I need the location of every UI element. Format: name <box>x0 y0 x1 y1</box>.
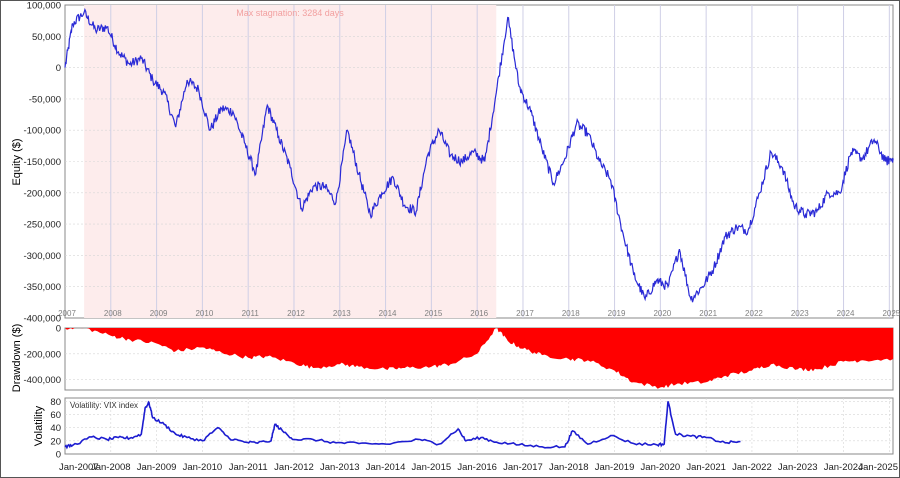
equity-year-label: 2018 <box>562 309 580 318</box>
x-axis-tick-label: Jan-2007 <box>59 462 99 473</box>
x-axis-tick-label: Jan-2011 <box>229 462 268 473</box>
equity-y-tick-label: 0 <box>56 63 61 74</box>
x-axis-tick-label: Jan-2016 <box>457 462 497 473</box>
x-axis-tick-label: Jan-2023 <box>778 462 818 473</box>
volatility-y-tick-label: 40 <box>50 423 61 434</box>
x-axis-tick-label: Jan-2014 <box>366 462 406 473</box>
x-axis-tick-label: Jan-2012 <box>274 462 314 473</box>
volatility-y-tick-label: 80 <box>50 397 61 408</box>
x-axis-tick-label: Jan-2009 <box>137 462 177 473</box>
x-axis-tick-label: Jan-2015 <box>412 462 452 473</box>
x-axis-tick-label: Jan-2024 <box>824 462 864 473</box>
volatility-plot-area <box>64 397 894 455</box>
x-axis-tick-label: Jan-2025 <box>858 462 898 473</box>
equity-year-label: 2011 <box>242 309 260 318</box>
x-axis-tick-label: Jan-2022 <box>732 462 772 473</box>
volatility-y-tick-label: 0 <box>56 450 61 461</box>
equity-year-label: 2010 <box>195 309 213 318</box>
x-axis-tick-label: Jan-2013 <box>320 462 360 473</box>
equity-year-label: 2012 <box>287 309 305 318</box>
volatility-y-tick-labels: 80 60 40 20 0 <box>50 397 61 461</box>
equity-y-tick-label: -400,000 <box>23 314 61 325</box>
equity-axis-label: Equity ($) <box>11 138 23 185</box>
equity-y-tick-label: 50,000 <box>32 32 61 43</box>
volatility-legend: Volatility: VIX index <box>70 401 138 410</box>
x-axis-tick-label: Jan-2017 <box>503 462 543 473</box>
equity-year-label: 2019 <box>608 309 626 318</box>
drawdown-y-tick-label: -200,000 <box>23 349 61 360</box>
equity-panel: 2007 2008 2009 2010 2011 2012 2013 2014 2015 2016… <box>11 1 900 325</box>
equity-y-tick-label: 100,000 <box>27 1 61 12</box>
volatility-y-tick-label: 60 <box>50 410 61 421</box>
volatility-y-tick-label: 20 <box>50 436 61 447</box>
vix-series-line <box>64 400 741 450</box>
x-axis-tick-label: Jan-2020 <box>641 462 681 473</box>
equity-y-tick-label: -350,000 <box>23 282 61 293</box>
equity-year-markers: 2007 2008 2009 2010 2011 2012 2013 2014 2015 2016… <box>58 5 900 318</box>
equity-y-tick-label: -100,000 <box>23 126 61 137</box>
equity-y-tick-labels: 100,000 50,000 0 -50,000 -100,000 -150,000 -20… <box>23 1 61 325</box>
equity-year-label: 2025 <box>882 309 900 318</box>
x-axis-tick-label: Jan-2018 <box>549 462 589 473</box>
equity-year-label: 2015 <box>424 309 442 318</box>
equity-y-tick-label: -50,000 <box>29 94 61 105</box>
equity-year-label: 2024 <box>837 309 855 318</box>
equity-year-label: 2020 <box>653 309 671 318</box>
drawdown-y-tick-label: 0 <box>56 324 61 335</box>
equity-y-tick-label: -150,000 <box>23 157 61 168</box>
equity-year-label: 2016 <box>470 309 488 318</box>
equity-year-label: 2013 <box>333 309 351 318</box>
equity-series-line <box>64 7 894 303</box>
equity-year-label: 2023 <box>791 309 809 318</box>
x-axis-tick-label: Jan-2008 <box>91 462 131 473</box>
x-axis-tick-label: Jan-2021 <box>686 462 726 473</box>
equity-year-label: 2014 <box>379 309 397 318</box>
x-axis-tick-label: Jan-2010 <box>183 462 223 473</box>
equity-year-label: 2008 <box>104 309 122 318</box>
stagnation-annotation: Max stagnation: 3284 days <box>236 8 344 18</box>
equity-grid <box>65 35 893 288</box>
drawdown-panel: 0 -200,000 -400,000 Drawdown ($) <box>11 324 894 392</box>
equity-y-tick-label: -300,000 <box>23 251 61 262</box>
equity-year-label: 2022 <box>745 309 763 318</box>
drawdown-y-tick-label: -400,000 <box>23 375 61 386</box>
equity-year-label: 2021 <box>699 309 717 318</box>
equity-year-label: 2017 <box>516 309 534 318</box>
equity-year-label: 2007 <box>58 309 76 318</box>
volatility-panel: Volatility: VIX index 80 60 40 20 0 Volatili… <box>33 397 894 461</box>
drawdown-y-tick-labels: 0 -200,000 -400,000 <box>23 324 61 387</box>
equity-y-tick-label: -250,000 <box>23 220 61 231</box>
volatility-axis-label: Volatility <box>33 405 45 446</box>
drawdown-area <box>65 328 894 389</box>
equity-y-tick-label: -200,000 <box>23 188 61 199</box>
equity-year-label: 2009 <box>150 309 168 318</box>
drawdown-axis-label: Drawdown ($) <box>11 324 23 392</box>
x-axis-tick-label: Jan-2019 <box>595 462 635 473</box>
